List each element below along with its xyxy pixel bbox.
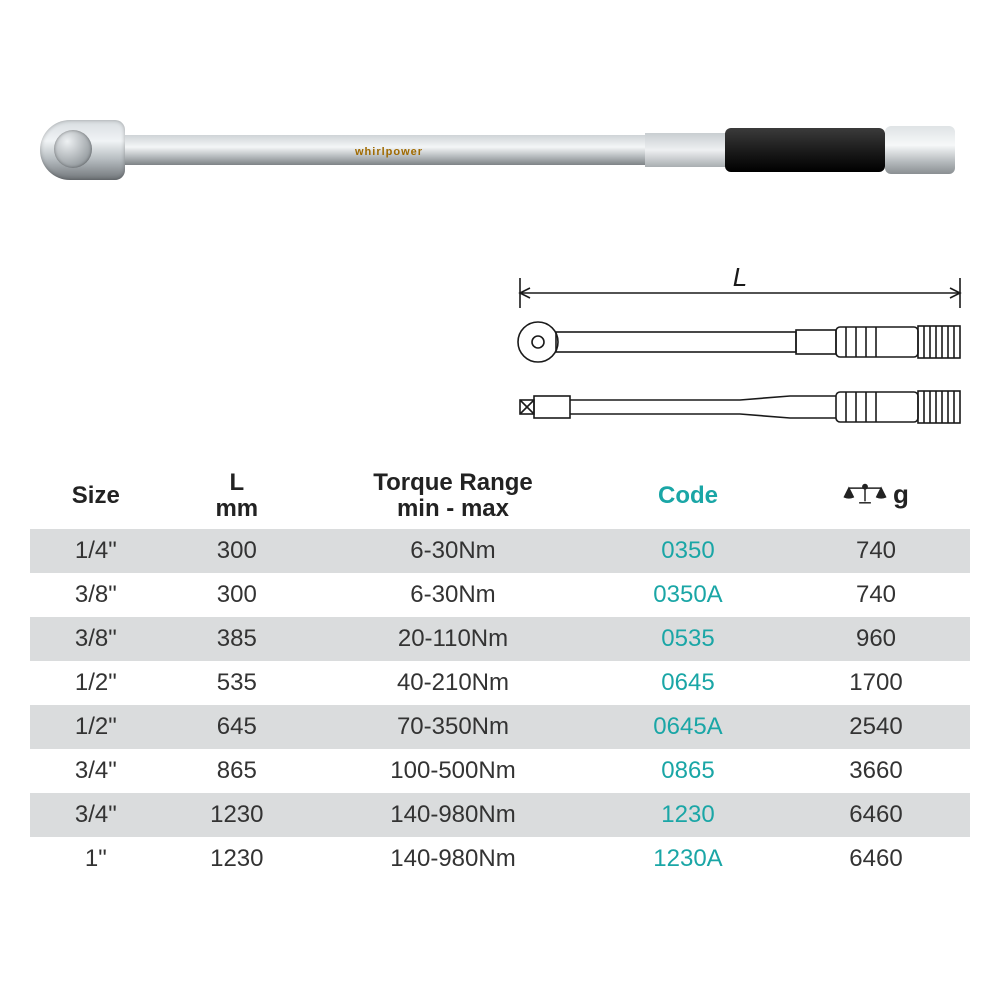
cell-length: 300	[162, 529, 312, 573]
wrench-shaft: whirlpower	[125, 135, 645, 165]
cell-code: 0350A	[594, 573, 782, 617]
dimension-diagram: L	[490, 260, 970, 450]
cell-torque: 140-980Nm	[312, 793, 594, 837]
cell-code: 0645A	[594, 705, 782, 749]
diagram-length-label: L	[733, 262, 747, 292]
col-header-size: Size	[30, 470, 162, 529]
cell-code: 0865	[594, 749, 782, 793]
table-row: 1/4"3006-30Nm0350740	[30, 529, 970, 573]
cell-size: 1/2"	[30, 705, 162, 749]
col-header-torque-label: Torque Range	[373, 469, 533, 496]
table-row: 3/8"3006-30Nm0350A740	[30, 573, 970, 617]
cell-weight: 6460	[782, 837, 970, 881]
wrench-endcap	[885, 126, 955, 174]
table-row: 3/4"865100-500Nm08653660	[30, 749, 970, 793]
cell-length: 645	[162, 705, 312, 749]
col-header-torque-sublabel: min - max	[312, 496, 594, 522]
col-header-torque: Torque Range min - max	[312, 470, 594, 529]
cell-size: 1"	[30, 837, 162, 881]
table-row: 1/2"53540-210Nm06451700	[30, 661, 970, 705]
cell-size: 1/2"	[30, 661, 162, 705]
brand-label: whirlpower	[355, 146, 423, 158]
balance-icon	[843, 481, 887, 507]
cell-weight: 740	[782, 529, 970, 573]
cell-length: 1230	[162, 837, 312, 881]
cell-code: 1230A	[594, 837, 782, 881]
col-header-size-label: Size	[72, 482, 120, 509]
diagram-svg: L	[490, 260, 970, 450]
col-header-weight: g	[782, 470, 970, 529]
cell-weight: 3660	[782, 749, 970, 793]
cell-length: 865	[162, 749, 312, 793]
cell-torque: 20-110Nm	[312, 617, 594, 661]
cell-weight: 740	[782, 573, 970, 617]
cell-length: 300	[162, 573, 312, 617]
cell-size: 3/4"	[30, 749, 162, 793]
cell-weight: 960	[782, 617, 970, 661]
cell-torque: 70-350Nm	[312, 705, 594, 749]
table-row: 3/8"38520-110Nm0535960	[30, 617, 970, 661]
wrench-scale	[645, 133, 725, 167]
wrench-grip	[725, 128, 885, 172]
cell-code: 0350	[594, 529, 782, 573]
cell-size: 1/4"	[30, 529, 162, 573]
col-header-code-label: Code	[658, 482, 718, 509]
cell-size: 3/4"	[30, 793, 162, 837]
cell-torque: 100-500Nm	[312, 749, 594, 793]
cell-code: 0645	[594, 661, 782, 705]
col-header-length: L mm	[162, 470, 312, 529]
col-header-weight-label: g	[893, 480, 909, 509]
table-row: 1"1230140-980Nm1230A6460	[30, 837, 970, 881]
spec-table-container: Size L mm Torque Range min - max Code	[30, 470, 970, 881]
cell-length: 385	[162, 617, 312, 661]
col-header-length-label: L	[229, 469, 244, 496]
table-row: 3/4"1230140-980Nm12306460	[30, 793, 970, 837]
cell-length: 535	[162, 661, 312, 705]
page: whirlpower L	[0, 0, 1000, 1000]
cell-weight: 1700	[782, 661, 970, 705]
col-header-length-sublabel: mm	[162, 496, 312, 522]
table-row: 1/2"64570-350Nm0645A2540	[30, 705, 970, 749]
spec-table: Size L mm Torque Range min - max Code	[30, 470, 970, 881]
cell-length: 1230	[162, 793, 312, 837]
cell-size: 3/8"	[30, 617, 162, 661]
product-photo: whirlpower	[40, 100, 960, 200]
cell-weight: 6460	[782, 793, 970, 837]
cell-torque: 40-210Nm	[312, 661, 594, 705]
cell-code: 0535	[594, 617, 782, 661]
cell-torque: 6-30Nm	[312, 529, 594, 573]
torque-wrench-illustration: whirlpower	[40, 130, 960, 170]
cell-torque: 6-30Nm	[312, 573, 594, 617]
cell-torque: 140-980Nm	[312, 837, 594, 881]
col-header-code: Code	[594, 470, 782, 529]
cell-size: 3/8"	[30, 573, 162, 617]
cell-code: 1230	[594, 793, 782, 837]
cell-weight: 2540	[782, 705, 970, 749]
wrench-head	[40, 120, 125, 180]
table-header-row: Size L mm Torque Range min - max Code	[30, 470, 970, 529]
